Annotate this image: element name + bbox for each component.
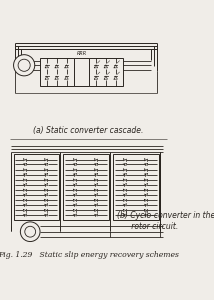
Text: (a) Static converter cascade.: (a) Static converter cascade. [33,126,144,135]
Circle shape [13,55,35,76]
Text: Fig. 1.29   Static slip energy recovery schemes: Fig. 1.29 Static slip energy recovery sc… [0,251,179,260]
Circle shape [18,59,30,71]
Bar [13,154,59,220]
Bar [40,58,74,86]
Circle shape [25,226,36,237]
Text: (b) Cyclo-converter in the
      rotor circuit.: (b) Cyclo-converter in the rotor circuit… [117,211,214,231]
Bar [89,58,123,86]
Text: RRR: RRR [77,51,87,56]
Bar [113,154,159,220]
Circle shape [20,222,40,242]
Bar [64,154,109,220]
